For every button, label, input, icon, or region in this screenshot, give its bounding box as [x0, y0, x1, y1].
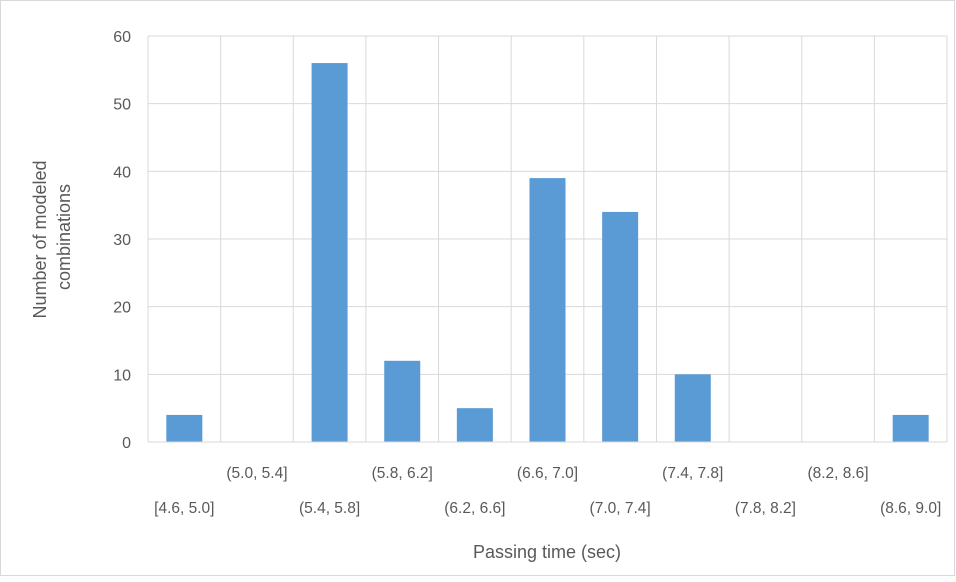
y-tick-label-20: 20 — [113, 300, 131, 317]
y-axis-title-line-1: Number of modeled — [30, 160, 50, 318]
bar-7 — [674, 374, 711, 442]
bar-10 — [892, 414, 929, 442]
bar-3 — [384, 360, 421, 442]
y-tick-label-40: 40 — [113, 164, 131, 181]
x-tick-label-9: (8.2, 8.6] — [807, 465, 868, 482]
x-tick-label-8: (7.8, 8.2] — [735, 500, 796, 517]
y-tick-label-0: 0 — [122, 435, 131, 452]
x-tick-label-2: (5.4, 5.8] — [299, 500, 360, 517]
bar-6 — [602, 211, 639, 442]
x-tick-label-5: (6.6, 7.0] — [517, 465, 578, 482]
x-tick-label-4: (6.2, 6.6] — [444, 500, 505, 517]
label-layer: 0 10 20 30 40 50 60 [4.6, 5.0] (5.0, 5.4] (5.4, 5… — [113, 29, 941, 517]
x-tick-label-10: (8.6, 9.0] — [880, 500, 941, 517]
y-tick-label-50: 50 — [113, 97, 131, 114]
y-axis-title: Number of modeled combinations — [30, 155, 74, 318]
bar-4 — [456, 408, 493, 442]
y-axis-title-line-2: combinations — [54, 184, 74, 290]
bar-0 — [166, 414, 203, 442]
y-tick-label-10: 10 — [113, 367, 131, 384]
y-tick-label-60: 60 — [113, 29, 131, 46]
bar-5 — [529, 178, 566, 442]
x-tick-label-7: (7.4, 7.8] — [662, 465, 723, 482]
grid-layer — [147, 35, 948, 442]
x-tick-label-0: [4.6, 5.0] — [154, 500, 214, 517]
y-tick-label-30: 30 — [113, 232, 131, 249]
x-axis-title: Passing time (sec) — [473, 542, 621, 562]
x-tick-label-6: (7.0, 7.4] — [590, 500, 651, 517]
x-tick-label-1: (5.0, 5.4] — [226, 465, 287, 482]
bar-2 — [311, 63, 348, 443]
x-tick-label-3: (5.8, 6.2] — [372, 465, 433, 482]
bar-layer — [166, 63, 929, 443]
